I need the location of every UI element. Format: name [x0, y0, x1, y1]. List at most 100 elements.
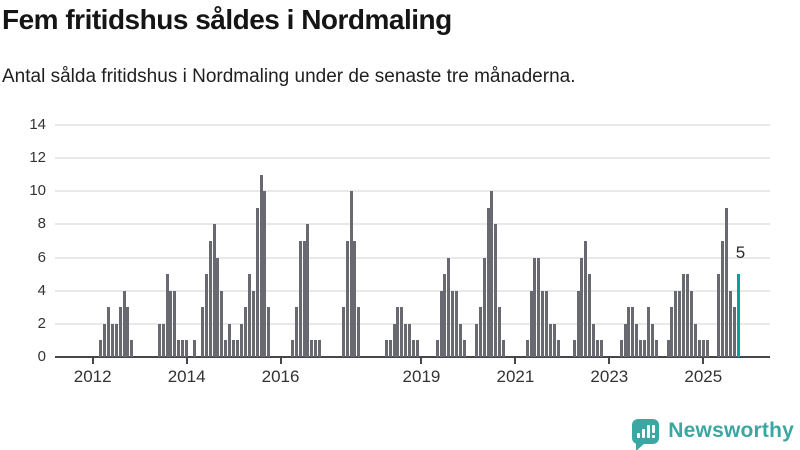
bar [639, 340, 643, 357]
gridline [55, 322, 770, 325]
bar [392, 323, 396, 357]
bar [572, 340, 576, 357]
bar [459, 323, 463, 357]
bar [455, 290, 459, 357]
x-axis-year-label: 2016 [261, 367, 300, 386]
bar [212, 224, 216, 357]
bar [353, 241, 357, 357]
bar [228, 323, 232, 357]
bar [118, 307, 122, 357]
bar [666, 340, 670, 357]
x-axis-tick-mark [91, 358, 94, 364]
bar [298, 241, 302, 357]
bar [623, 323, 627, 357]
bar [474, 323, 478, 357]
bar [263, 191, 267, 357]
bar [463, 340, 467, 357]
bar [725, 207, 729, 357]
bar [435, 340, 439, 357]
highlighted-bar-latest [737, 274, 740, 357]
bar [502, 340, 506, 357]
x-axis-year-label: 2012 [73, 367, 112, 386]
bar [690, 290, 694, 357]
bar [310, 340, 314, 357]
bar [404, 323, 408, 357]
y-axis-tick-label: 14 [29, 116, 46, 133]
bar [486, 207, 490, 357]
bar [619, 340, 623, 357]
bar [204, 274, 208, 357]
bar [733, 307, 737, 357]
bar [192, 340, 196, 357]
bar [384, 340, 388, 357]
bar [693, 323, 697, 357]
x-axis-tick-mark [514, 358, 517, 364]
bar [412, 340, 416, 357]
last-value-label: 5 [735, 243, 746, 263]
x-axis-tick-mark [608, 358, 611, 364]
bar [99, 340, 103, 357]
x-axis-tick-mark [702, 358, 705, 364]
bar [267, 307, 271, 357]
bar [318, 340, 322, 357]
bar [627, 307, 631, 357]
bar [592, 323, 596, 357]
newsworthy-logo-icon [632, 418, 660, 450]
bar [654, 340, 658, 357]
x-axis-year-label: 2023 [590, 367, 629, 386]
bar [102, 323, 106, 357]
bar [157, 323, 161, 357]
bar [122, 290, 126, 357]
bar [498, 307, 502, 357]
bar [443, 274, 447, 357]
bar [635, 323, 639, 357]
bar [549, 323, 553, 357]
bar [341, 307, 345, 357]
bar [525, 340, 529, 357]
bar [686, 274, 690, 357]
bar [290, 340, 294, 357]
bar [556, 340, 560, 357]
bar [697, 340, 701, 357]
newsworthy-wordmark: Newsworthy [668, 419, 794, 442]
logo-speech-tail [636, 442, 646, 450]
x-axis-tick-mark [185, 358, 188, 364]
bar [533, 257, 537, 357]
bar [349, 191, 353, 357]
bar [302, 241, 306, 357]
gridline [55, 223, 770, 226]
bar [236, 340, 240, 357]
y-axis-tick-label: 6 [37, 248, 46, 266]
x-axis-year-label: 2019 [402, 367, 441, 386]
bar [165, 274, 169, 357]
bar [306, 224, 310, 357]
bar [670, 307, 674, 357]
bar [239, 323, 243, 357]
bar [643, 340, 647, 357]
bar [482, 257, 486, 357]
bar [650, 323, 654, 357]
bar [247, 274, 251, 357]
bar [200, 307, 204, 357]
x-axis-year-label: 2014 [167, 367, 206, 386]
bar [314, 340, 318, 357]
bar [674, 290, 678, 357]
bar [717, 274, 721, 357]
bar [110, 323, 114, 357]
bar [494, 224, 498, 357]
bar [439, 290, 443, 357]
bar [169, 290, 173, 357]
y-axis-tick-label: 4 [37, 281, 46, 299]
y-axis-tick-label: 0 [37, 348, 46, 365]
bar [216, 257, 220, 357]
bar [701, 340, 705, 357]
bar [259, 174, 263, 357]
x-axis-tick-mark [420, 358, 423, 364]
bar [126, 307, 130, 357]
x-axis-year-label: 2025 [684, 367, 723, 386]
bar [255, 207, 259, 357]
bar [416, 340, 420, 357]
bar [177, 340, 181, 357]
bar [208, 241, 212, 357]
